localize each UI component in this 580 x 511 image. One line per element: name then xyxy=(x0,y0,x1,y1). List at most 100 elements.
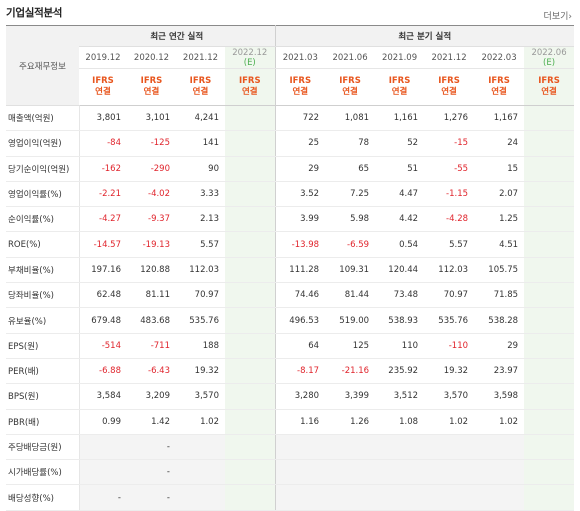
value-cell xyxy=(79,459,127,486)
value-cell: 1.02 xyxy=(424,409,475,435)
value-cell xyxy=(325,433,376,461)
ifrs-label: IFRS xyxy=(92,76,114,86)
ifrs-label: IFRS xyxy=(189,76,212,86)
value-cell xyxy=(424,433,475,461)
value-cell: -55 xyxy=(424,156,475,182)
period-header: 2022.06 (E) xyxy=(524,46,575,69)
ifrs-header: IFRS 연결 xyxy=(424,68,475,106)
value-cell xyxy=(424,484,475,511)
section-header: 기업실적분석 더보기› xyxy=(0,0,580,24)
value-cell xyxy=(524,156,575,182)
value-cell: 3,801 xyxy=(79,105,127,132)
row-label: PBR(배) xyxy=(6,409,80,435)
value-cell xyxy=(176,484,225,511)
value-cell: 65 xyxy=(325,156,376,182)
period-header: 2022.03 xyxy=(474,46,525,69)
value-cell: 1,167 xyxy=(474,105,525,132)
value-cell: -6.59 xyxy=(325,231,376,258)
value-cell xyxy=(225,130,276,157)
value-cell: 0.54 xyxy=(375,231,425,258)
value-cell: -4.28 xyxy=(424,206,475,233)
period-header: 2021.03 xyxy=(275,46,326,69)
consolidated-label: 연결 xyxy=(491,87,507,97)
consolidated-label: 연결 xyxy=(292,87,309,97)
value-cell: 70.97 xyxy=(176,282,225,309)
row-label: PER(배) xyxy=(6,358,80,385)
value-cell xyxy=(524,206,575,233)
value-cell: - xyxy=(127,433,176,461)
table-row: 영업이익률(%) -2.21 -4.02 3.33 3.52 7.25 4.47 -1.15 2… xyxy=(6,180,575,208)
row-label: 순이익률(%) xyxy=(6,206,80,233)
ifrs-header: IFRS 연결 xyxy=(474,68,525,106)
value-cell xyxy=(275,459,326,486)
value-cell xyxy=(225,358,276,385)
value-cell: - xyxy=(127,484,176,511)
value-cell: 81.11 xyxy=(127,282,176,309)
consolidated-label: 연결 xyxy=(441,87,457,97)
value-cell: 25 xyxy=(275,130,326,157)
section-title: 기업실적분석 xyxy=(6,7,63,19)
consolidated-label: 연결 xyxy=(541,87,557,97)
ifrs-header: IFRS 연결 xyxy=(325,68,376,106)
value-cell: - xyxy=(79,484,127,511)
row-label: 주당배당금(원) xyxy=(6,433,80,461)
value-cell: 1,276 xyxy=(424,105,475,132)
label-header: 주요재무정보 xyxy=(6,25,79,106)
value-cell: 111.28 xyxy=(275,256,326,284)
consolidated-label: 연결 xyxy=(342,87,358,97)
value-cell: 1.25 xyxy=(474,206,525,233)
value-cell xyxy=(524,459,575,486)
chevron-right-icon: › xyxy=(568,12,572,22)
ifrs-label: IFRS xyxy=(388,76,411,86)
ifrs-header: IFRS 연결 xyxy=(225,68,276,106)
value-cell: -8.17 xyxy=(275,358,326,385)
ifrs-label: IFRS xyxy=(289,76,312,86)
value-cell: 1.26 xyxy=(325,409,376,435)
value-cell: 519.00 xyxy=(325,307,376,334)
value-cell xyxy=(225,256,276,284)
value-cell: 3,570 xyxy=(176,383,225,410)
value-cell xyxy=(225,206,276,233)
value-cell xyxy=(176,459,225,486)
row-label: 영업이익률(%) xyxy=(6,180,80,208)
value-cell: 23.97 xyxy=(474,358,525,385)
value-cell xyxy=(225,105,276,132)
value-cell: 105.75 xyxy=(474,256,525,284)
value-cell: - xyxy=(127,459,176,486)
row-label: 영업이익(억원) xyxy=(6,130,80,157)
value-cell: -13.98 xyxy=(275,231,326,258)
period-header: 2022.12 (E) xyxy=(225,46,276,69)
value-cell: -162 xyxy=(79,156,127,182)
value-cell: 5.57 xyxy=(176,231,225,258)
value-cell xyxy=(225,332,276,359)
value-cell xyxy=(375,433,425,461)
value-cell: 722 xyxy=(275,105,326,132)
value-cell xyxy=(225,231,276,258)
consolidated-label: 연결 xyxy=(95,87,111,97)
value-cell: 112.03 xyxy=(176,256,225,284)
ifrs-header: IFRS 연결 xyxy=(524,68,575,106)
value-cell xyxy=(225,282,276,309)
value-cell: -21.16 xyxy=(325,358,376,385)
value-cell: -14.57 xyxy=(79,231,127,258)
value-cell: 78 xyxy=(325,130,376,157)
value-cell xyxy=(524,332,575,359)
period-label: 2020.12 xyxy=(133,52,170,63)
value-cell: 29 xyxy=(275,156,326,182)
value-cell: 5.57 xyxy=(424,231,475,258)
value-cell: -9.37 xyxy=(127,206,176,233)
value-cell xyxy=(524,282,575,309)
more-link[interactable]: 더보기› xyxy=(544,9,572,22)
value-cell: 3,512 xyxy=(375,383,425,410)
value-cell: 538.28 xyxy=(474,307,525,334)
value-cell xyxy=(225,459,276,486)
value-cell xyxy=(325,484,376,511)
value-cell xyxy=(325,459,376,486)
annual-section-header: 최근 연간 실적 xyxy=(79,25,276,47)
ifrs-label: IFRS xyxy=(238,76,261,86)
value-cell: 483.68 xyxy=(127,307,176,334)
value-cell: 4.47 xyxy=(375,180,425,208)
row-label: 배당성향(%) xyxy=(6,484,80,511)
value-cell: 74.46 xyxy=(275,282,326,309)
value-cell: 120.88 xyxy=(127,256,176,284)
